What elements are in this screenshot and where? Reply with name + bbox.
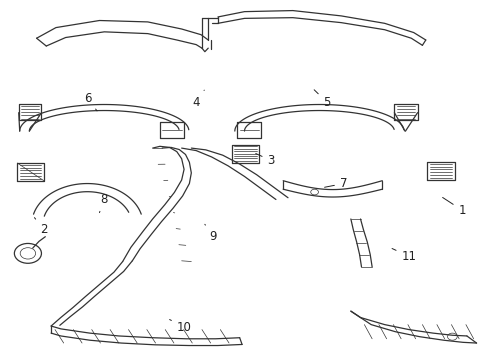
Text: 3: 3 bbox=[255, 153, 274, 167]
Text: 10: 10 bbox=[169, 320, 191, 334]
Text: 9: 9 bbox=[204, 224, 216, 243]
Text: 4: 4 bbox=[192, 90, 204, 108]
Text: 1: 1 bbox=[442, 198, 465, 217]
Text: 6: 6 bbox=[83, 92, 97, 111]
Text: 5: 5 bbox=[313, 90, 330, 108]
Text: 8: 8 bbox=[99, 193, 108, 213]
Text: 11: 11 bbox=[391, 248, 415, 263]
Text: 2: 2 bbox=[34, 218, 47, 236]
Text: 7: 7 bbox=[324, 177, 346, 190]
